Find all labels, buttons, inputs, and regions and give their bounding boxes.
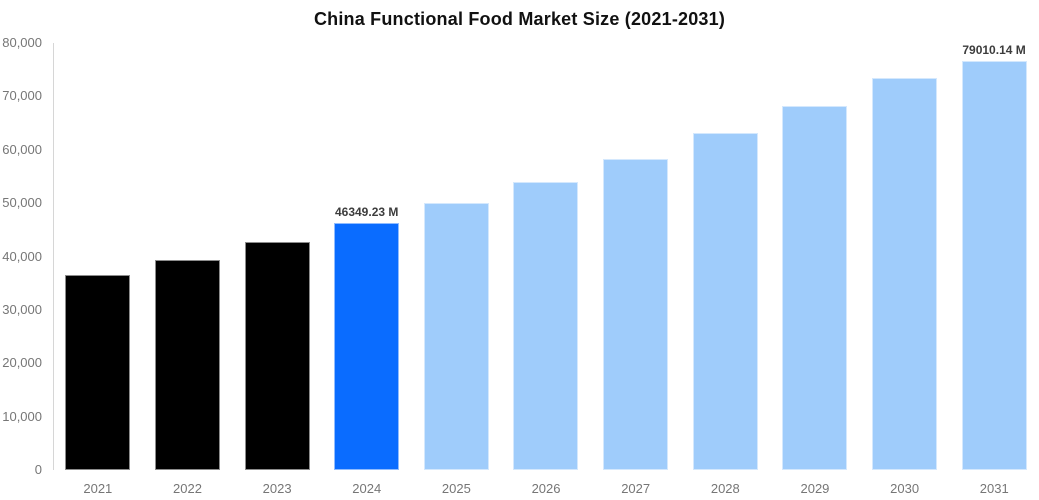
y-tick-60000: 60,000	[2, 141, 42, 157]
y-tick-20000: 20,000	[2, 355, 42, 371]
bar-slot-2028	[692, 43, 758, 470]
bar-2031[interactable]	[961, 61, 1027, 470]
bar-slot-2027	[603, 43, 669, 470]
bar-slot-2021	[65, 43, 131, 470]
bar-slot-2022	[154, 43, 220, 470]
bar-2024[interactable]	[334, 222, 400, 470]
bar-2030[interactable]	[871, 77, 937, 470]
chart-title: China Functional Food Market Size (2021-…	[313, 9, 726, 29]
x-tick-2028: 2028	[710, 481, 740, 496]
bars-area: 46349.23 M 79010.14 M	[53, 43, 1039, 470]
x-tick-2022: 2022	[173, 481, 202, 496]
bar-slot-2030	[871, 43, 937, 470]
bar-2029[interactable]	[782, 106, 848, 470]
y-tick-40000: 40,000	[2, 248, 42, 264]
x-tick-2023: 2023	[262, 481, 292, 496]
bar-value-label-2024: 46349.23 M	[334, 204, 399, 219]
x-tick-2030: 2030	[890, 481, 920, 496]
bar-slot-2023	[244, 43, 310, 470]
bar-slot-2025	[423, 43, 489, 470]
x-tick-2029: 2029	[800, 481, 830, 496]
bar-2025[interactable]	[423, 203, 489, 470]
bar-2026[interactable]	[513, 181, 579, 470]
x-tick-2025: 2025	[441, 481, 471, 496]
bar-2028[interactable]	[692, 133, 758, 470]
bar-slot-2029	[782, 43, 848, 470]
y-tick-30000: 30,000	[2, 301, 42, 317]
x-axis-labels: 2021 2022 2023 2024 2025 2026 2027 2028 2029 2030…	[53, 481, 1039, 496]
y-tick-80000: 80,000	[2, 35, 42, 50]
x-tick-2026: 2026	[531, 481, 561, 496]
y-axis-line	[53, 43, 54, 470]
y-tick-70000: 70,000	[2, 88, 42, 104]
y-tick-10000: 10,000	[2, 408, 42, 424]
x-tick-2024: 2024	[352, 481, 382, 496]
bar-2022[interactable]	[154, 259, 220, 470]
bar-2021[interactable]	[65, 274, 131, 470]
y-tick-50000: 50,000	[2, 195, 42, 211]
bar-slot-2031: 79010.14 M	[961, 43, 1027, 470]
bar-slot-2024: 46349.23 M	[334, 43, 400, 470]
bar-2023[interactable]	[244, 242, 310, 470]
bar-2027[interactable]	[603, 158, 669, 470]
y-tick-0: 0	[34, 462, 42, 477]
bar-slot-2026	[513, 43, 579, 470]
x-tick-2027: 2027	[621, 481, 651, 496]
bar-value-label-2031: 79010.14 M	[962, 43, 1026, 57]
x-tick-2031: 2031	[979, 481, 1009, 496]
x-tick-2021: 2021	[83, 481, 113, 496]
